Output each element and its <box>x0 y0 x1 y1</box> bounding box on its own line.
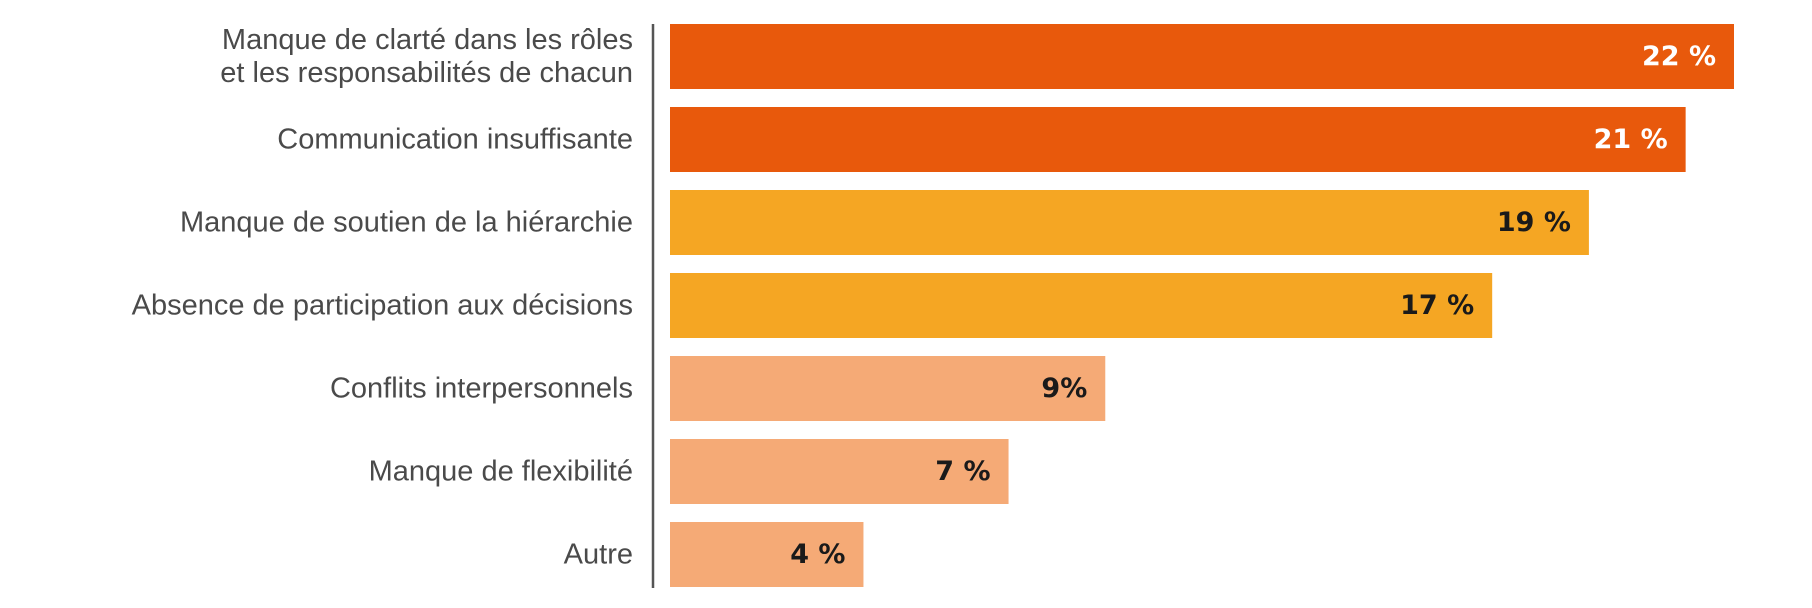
bar-value-label: 17 % <box>1400 290 1474 321</box>
bar-group: 17 % Absence de participation aux décisio… <box>132 273 1493 338</box>
category-label: Absence de participation aux décisions <box>132 290 633 322</box>
bar-group: 7 % Manque de flexibilité <box>369 439 1009 504</box>
category-label: Manque de clarté dans les rôles <box>222 24 633 56</box>
bar-value-label: 22 % <box>1642 41 1716 72</box>
category-label: Conflits interpersonnels <box>330 373 633 405</box>
bar-value-label: 4 % <box>790 539 845 570</box>
category-label: Autre <box>564 539 633 571</box>
bar-group: 4 % Autre <box>564 522 864 587</box>
bar <box>670 356 1106 421</box>
bar <box>670 24 1734 89</box>
category-label: Manque de soutien de la hiérarchie <box>180 207 633 239</box>
bar-value-label: 19 % <box>1497 207 1571 238</box>
bar-group: 19 % Manque de soutien de la hiérarchie <box>180 190 1589 255</box>
category-label: et les responsabilités de chacun <box>220 57 633 89</box>
bar-value-label: 21 % <box>1594 124 1668 155</box>
bar-group: 21 % Communication insuffisante <box>277 107 1686 172</box>
bar <box>670 522 864 587</box>
bar <box>670 190 1589 255</box>
bar-value-label: 7 % <box>935 456 990 487</box>
category-label: Manque de flexibilité <box>369 456 633 488</box>
bar-group: 9% Conflits interpersonnels <box>330 356 1106 421</box>
bar <box>670 273 1493 338</box>
bar <box>670 439 1009 504</box>
bar-value-label: 9% <box>1041 373 1087 404</box>
category-label: Communication insuffisante <box>277 124 633 156</box>
bar <box>670 107 1686 172</box>
